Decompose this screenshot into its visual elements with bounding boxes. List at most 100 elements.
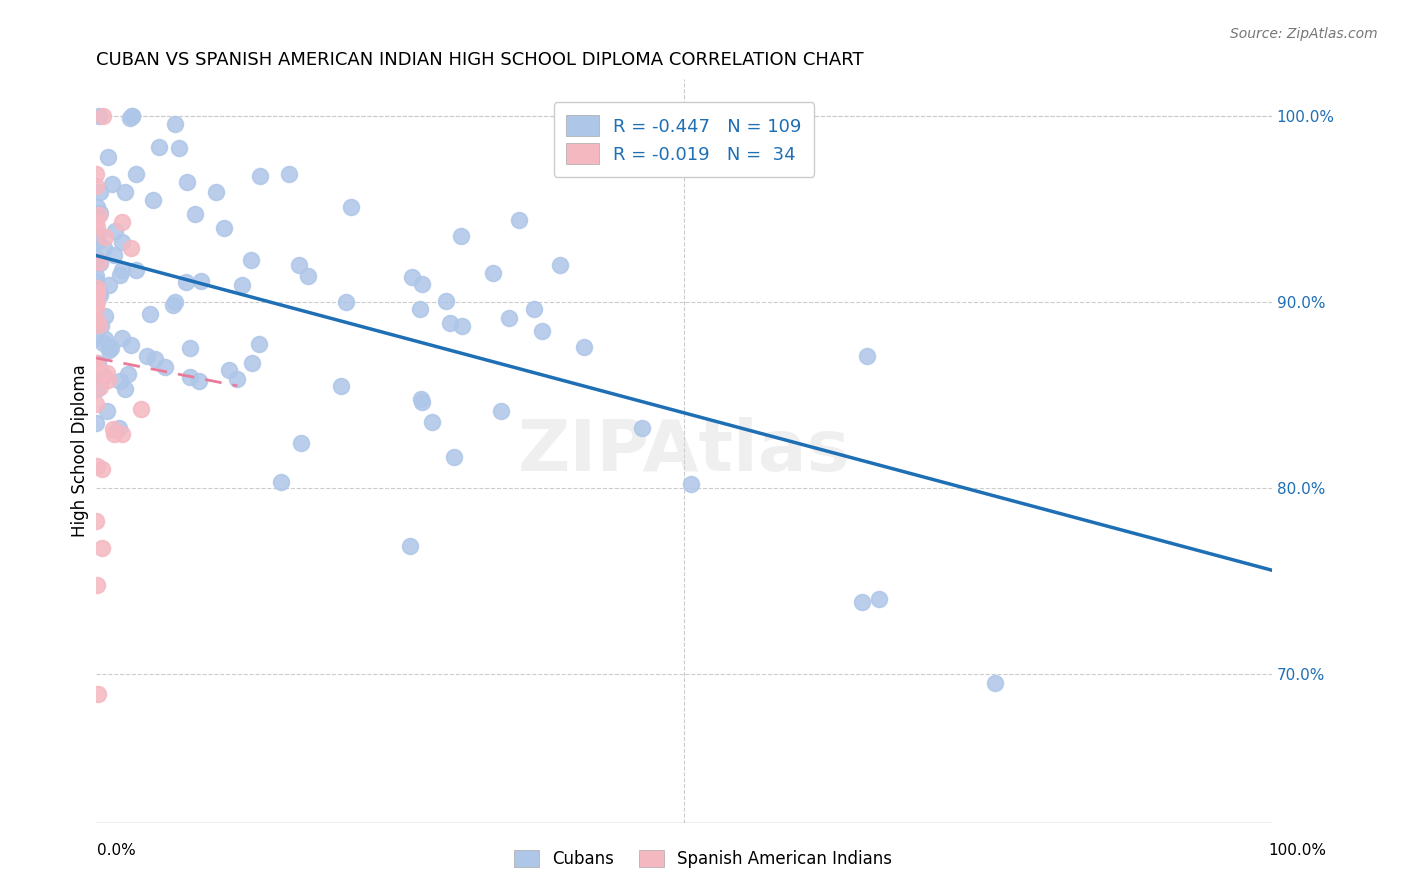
Point [482,266,505,280]
Point [508,212,530,227]
Point [148,140,170,154]
Point [163,295,186,310]
Point [129,402,152,417]
Point [240,253,263,268]
Point [86,288,108,302]
Point [411,394,433,409]
Point [100,177,122,191]
Point [121,109,143,123]
Point [135,350,157,364]
Point [84,167,107,181]
Point [142,193,165,207]
Point [84,416,107,430]
Text: CUBAN VS SPANISH AMERICAN INDIAN HIGH SCHOOL DIPLOMA CORRELATION CHART: CUBAN VS SPANISH AMERICAN INDIAN HIGH SC… [96,51,863,69]
Point [86,578,108,592]
Point [329,379,352,393]
Point [163,117,186,131]
Point [91,368,114,382]
Point [247,337,270,351]
Point [240,356,263,370]
Point [340,200,363,214]
Point [101,422,124,436]
Point [124,167,146,181]
Point [855,349,877,363]
Point [98,340,121,354]
Point [574,340,596,354]
Point [86,285,108,299]
Point [111,426,134,441]
Text: ZIPAtlas: ZIPAtlas [517,417,851,485]
Point [851,595,873,609]
Point [86,458,108,473]
Point [103,248,125,262]
Point [434,294,457,309]
Point [86,313,108,327]
Point [89,186,111,200]
Point [103,426,125,441]
Point [100,341,122,355]
Point [205,185,228,199]
Point [84,397,107,411]
Point [94,230,117,244]
Point [86,219,108,234]
Point [89,256,111,270]
Point [121,109,143,123]
Point [84,356,107,370]
Point [86,200,108,214]
Point [138,307,160,321]
Point [93,369,115,384]
Point [153,359,176,374]
Point [86,382,108,396]
Point [94,332,117,346]
Point [231,278,253,293]
Point [84,274,107,288]
Point [681,476,703,491]
Point [498,310,520,325]
Point [179,341,201,355]
Point [84,317,107,331]
Point [270,475,292,489]
Point [91,541,114,555]
Point [297,268,319,283]
Point [89,208,111,222]
Point [93,241,115,255]
Point [111,262,134,277]
Point [162,298,184,312]
Point [401,269,423,284]
Point [89,288,111,302]
Point [91,109,114,123]
Point [89,380,111,394]
Text: 100.0%: 100.0% [1268,843,1327,857]
Point [120,241,142,255]
Point [90,318,112,333]
Point [290,435,312,450]
Point [631,421,654,435]
Point [84,358,107,372]
Point [110,331,132,345]
Point [90,368,112,382]
Point [111,235,134,249]
Point [97,373,120,387]
Point [114,185,136,199]
Point [108,421,131,435]
Text: 0.0%: 0.0% [97,843,136,857]
Point [98,278,121,293]
Point [288,259,311,273]
Point [114,383,136,397]
Point [97,343,120,357]
Point [184,207,207,221]
Point [87,255,110,269]
Point [87,235,110,249]
Point [174,275,197,289]
Point [868,592,890,607]
Legend: Cubans, Spanish American Indians: Cubans, Spanish American Indians [508,843,898,875]
Point [87,688,110,702]
Point [214,221,236,235]
Point [120,337,142,351]
Point [120,111,142,125]
Legend: R = -0.447   N = 109, R = -0.019   N =  34: R = -0.447 N = 109, R = -0.019 N = 34 [554,103,814,177]
Point [188,374,211,388]
Point [87,318,110,332]
Point [530,324,553,338]
Point [408,301,430,316]
